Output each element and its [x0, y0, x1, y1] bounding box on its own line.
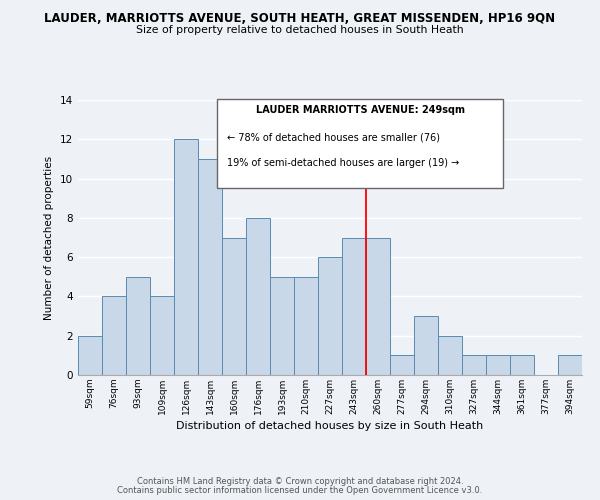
Bar — [342, 238, 366, 375]
Text: Contains HM Land Registry data © Crown copyright and database right 2024.: Contains HM Land Registry data © Crown c… — [137, 477, 463, 486]
Text: Size of property relative to detached houses in South Heath: Size of property relative to detached ho… — [136, 25, 464, 35]
Bar — [246, 218, 270, 375]
Bar — [390, 356, 414, 375]
Bar — [270, 277, 294, 375]
Bar — [222, 238, 246, 375]
Bar — [366, 238, 390, 375]
Y-axis label: Number of detached properties: Number of detached properties — [44, 156, 55, 320]
Bar — [294, 277, 318, 375]
Text: Contains public sector information licensed under the Open Government Licence v3: Contains public sector information licen… — [118, 486, 482, 495]
Bar — [150, 296, 174, 375]
Bar — [558, 356, 582, 375]
Bar — [462, 356, 486, 375]
Bar — [414, 316, 438, 375]
Bar — [438, 336, 462, 375]
Text: LAUDER MARRIOTTS AVENUE: 249sqm: LAUDER MARRIOTTS AVENUE: 249sqm — [256, 105, 464, 115]
FancyBboxPatch shape — [217, 99, 503, 188]
Text: LAUDER, MARRIOTTS AVENUE, SOUTH HEATH, GREAT MISSENDEN, HP16 9QN: LAUDER, MARRIOTTS AVENUE, SOUTH HEATH, G… — [44, 12, 556, 26]
Bar — [174, 140, 198, 375]
Bar — [102, 296, 126, 375]
Bar — [78, 336, 102, 375]
Bar — [198, 159, 222, 375]
Bar — [510, 356, 534, 375]
Bar — [126, 277, 150, 375]
Text: ← 78% of detached houses are smaller (76): ← 78% of detached houses are smaller (76… — [227, 132, 440, 142]
Bar — [486, 356, 510, 375]
Text: 19% of semi-detached houses are larger (19) →: 19% of semi-detached houses are larger (… — [227, 158, 459, 168]
Bar — [318, 257, 342, 375]
X-axis label: Distribution of detached houses by size in South Heath: Distribution of detached houses by size … — [176, 421, 484, 431]
